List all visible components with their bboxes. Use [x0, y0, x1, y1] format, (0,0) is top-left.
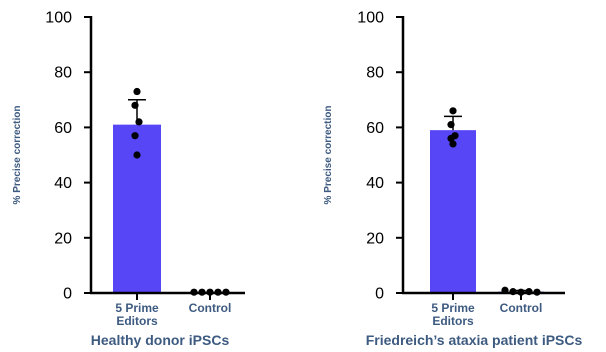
bar-prime-editors — [113, 124, 161, 293]
y-tick-label: 100 — [357, 10, 384, 27]
y-tick-label: 0 — [63, 286, 72, 303]
y-tick-label: 80 — [366, 65, 384, 82]
y-tick-label: 40 — [54, 175, 72, 192]
data-point — [133, 87, 141, 96]
y-tick-label: 80 — [54, 65, 72, 82]
category-label: Editors — [116, 314, 158, 328]
data-point — [447, 134, 455, 143]
category-label: Editors — [432, 314, 474, 328]
y-tick-label: 20 — [366, 230, 384, 247]
category-label: Control — [189, 301, 232, 315]
y-tick-label: 100 — [45, 10, 72, 27]
category-label: Control — [500, 301, 543, 315]
category-label: 5 Prime — [431, 301, 475, 315]
category-label: 5 Prime — [115, 301, 159, 315]
data-point — [135, 118, 143, 126]
data-point — [449, 140, 457, 148]
panel-caption: Healthy donor iPSCs — [91, 332, 230, 348]
data-point — [133, 151, 141, 159]
bar-prime-editors — [430, 130, 476, 293]
y-axis-label: % Precise correction — [323, 106, 334, 205]
y-tick-label: 20 — [54, 230, 72, 247]
y-tick-label: 40 — [366, 175, 384, 192]
y-tick-label: 60 — [366, 120, 384, 137]
y-axis-label: % Precise correction — [12, 106, 23, 205]
data-point — [447, 121, 455, 129]
data-point — [131, 132, 139, 140]
y-tick-label: 0 — [375, 286, 384, 303]
data-point — [131, 101, 139, 109]
data-point — [449, 107, 457, 115]
y-tick-label: 60 — [54, 120, 72, 137]
panel-caption: Friedreich’s ataxia patient iPSCs — [366, 332, 583, 348]
